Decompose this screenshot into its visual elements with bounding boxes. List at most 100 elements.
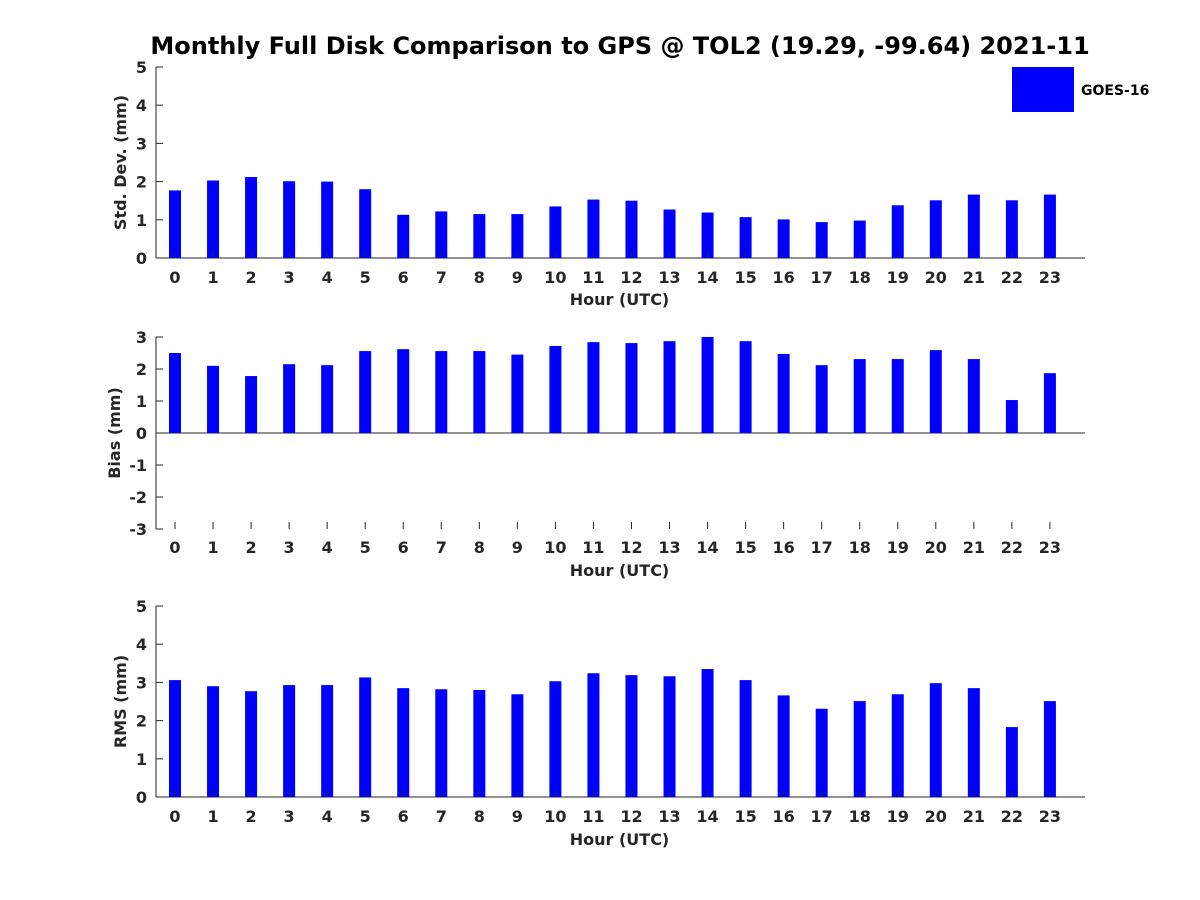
bar xyxy=(245,376,258,433)
bar xyxy=(625,200,638,258)
legend: GOES-16 xyxy=(1012,67,1149,112)
bar xyxy=(891,205,904,258)
x-tick-label: 1 xyxy=(207,807,218,826)
x-axis-label: Hour (UTC) xyxy=(570,290,670,309)
x-tick-label: 0 xyxy=(169,538,180,557)
bar xyxy=(1043,701,1056,797)
bar xyxy=(777,695,790,797)
bar xyxy=(473,690,486,797)
y-axis-label: Bias (mm) xyxy=(105,387,124,479)
bar xyxy=(625,343,638,433)
bar xyxy=(1005,400,1018,433)
bar xyxy=(663,209,676,258)
x-tick-label: 11 xyxy=(582,268,604,287)
bar xyxy=(245,177,258,258)
bar xyxy=(397,349,410,433)
x-tick-label: 3 xyxy=(284,807,295,826)
x-tick-label: 2 xyxy=(246,268,257,287)
x-tick-label: 23 xyxy=(1039,538,1061,557)
bar xyxy=(1043,373,1056,433)
x-tick-label: 6 xyxy=(398,538,409,557)
bar xyxy=(1005,200,1018,258)
x-tick-label: 6 xyxy=(398,268,409,287)
y-axis-label: Std. Dev. (mm) xyxy=(111,95,130,230)
chart-title: Monthly Full Disk Comparison to GPS @ TO… xyxy=(150,32,1089,60)
bar xyxy=(435,211,448,258)
x-tick-label: 9 xyxy=(512,807,523,826)
bar xyxy=(435,689,448,797)
bar xyxy=(169,190,181,258)
y-tick-label: 2 xyxy=(136,712,147,731)
bar xyxy=(321,685,334,797)
bar xyxy=(701,669,714,797)
bar xyxy=(853,220,866,258)
bar xyxy=(739,341,752,433)
x-tick-label: 18 xyxy=(849,807,871,826)
x-axis-label: Hour (UTC) xyxy=(570,830,670,849)
bar xyxy=(207,365,220,433)
x-tick-label: 4 xyxy=(322,807,333,826)
bar xyxy=(359,351,372,433)
x-tick-label: 17 xyxy=(811,538,833,557)
y-tick-label: 5 xyxy=(136,597,147,616)
bar xyxy=(397,688,410,797)
x-tick-label: 10 xyxy=(544,268,566,287)
x-tick-label: 7 xyxy=(436,807,447,826)
bar xyxy=(967,194,980,258)
x-tick-label: 13 xyxy=(658,268,680,287)
bar xyxy=(169,353,181,433)
y-tick-label: 1 xyxy=(136,750,147,769)
x-tick-label: 21 xyxy=(963,538,985,557)
bar xyxy=(511,354,524,433)
x-tick-label: 17 xyxy=(811,807,833,826)
x-tick-label: 9 xyxy=(512,538,523,557)
bar xyxy=(207,686,220,797)
y-tick-label: 3 xyxy=(136,673,147,692)
x-tick-label: 5 xyxy=(360,268,371,287)
bar xyxy=(739,680,752,797)
bar xyxy=(929,200,942,258)
x-tick-label: 16 xyxy=(773,268,795,287)
bar xyxy=(283,364,296,433)
bar xyxy=(435,351,448,433)
x-tick-label: 0 xyxy=(169,268,180,287)
x-tick-label: 1 xyxy=(207,268,218,287)
x-tick-label: 8 xyxy=(474,807,485,826)
x-tick-label: 3 xyxy=(284,538,295,557)
y-tick-label: -3 xyxy=(129,520,147,539)
x-tick-label: 20 xyxy=(925,538,947,557)
bar xyxy=(967,688,980,797)
y-tick-label: 3 xyxy=(136,328,147,347)
x-tick-label: 4 xyxy=(322,538,333,557)
x-tick-label: 6 xyxy=(398,807,409,826)
y-tick-label: -2 xyxy=(129,488,147,507)
bar xyxy=(929,350,942,433)
x-tick-label: 9 xyxy=(512,268,523,287)
legend-label: GOES-16 xyxy=(1081,83,1149,99)
x-tick-label: 12 xyxy=(620,268,642,287)
x-tick-label: 4 xyxy=(322,268,333,287)
x-tick-label: 19 xyxy=(887,807,909,826)
bar xyxy=(777,353,790,433)
bar xyxy=(929,683,942,797)
bar xyxy=(625,675,638,797)
bar xyxy=(815,222,828,258)
x-tick-label: 18 xyxy=(849,538,871,557)
bar xyxy=(587,342,600,433)
x-tick-label: 19 xyxy=(887,268,909,287)
x-tick-label: 2 xyxy=(246,538,257,557)
y-tick-label: 0 xyxy=(136,788,147,807)
bar xyxy=(169,680,181,797)
x-axis-label: Hour (UTC) xyxy=(570,561,670,580)
bar xyxy=(283,181,296,258)
bar xyxy=(891,694,904,797)
y-tick-label: 5 xyxy=(136,58,147,77)
bar xyxy=(511,214,524,258)
y-tick-label: 2 xyxy=(136,173,147,192)
bar xyxy=(815,708,828,797)
bar xyxy=(549,681,562,797)
